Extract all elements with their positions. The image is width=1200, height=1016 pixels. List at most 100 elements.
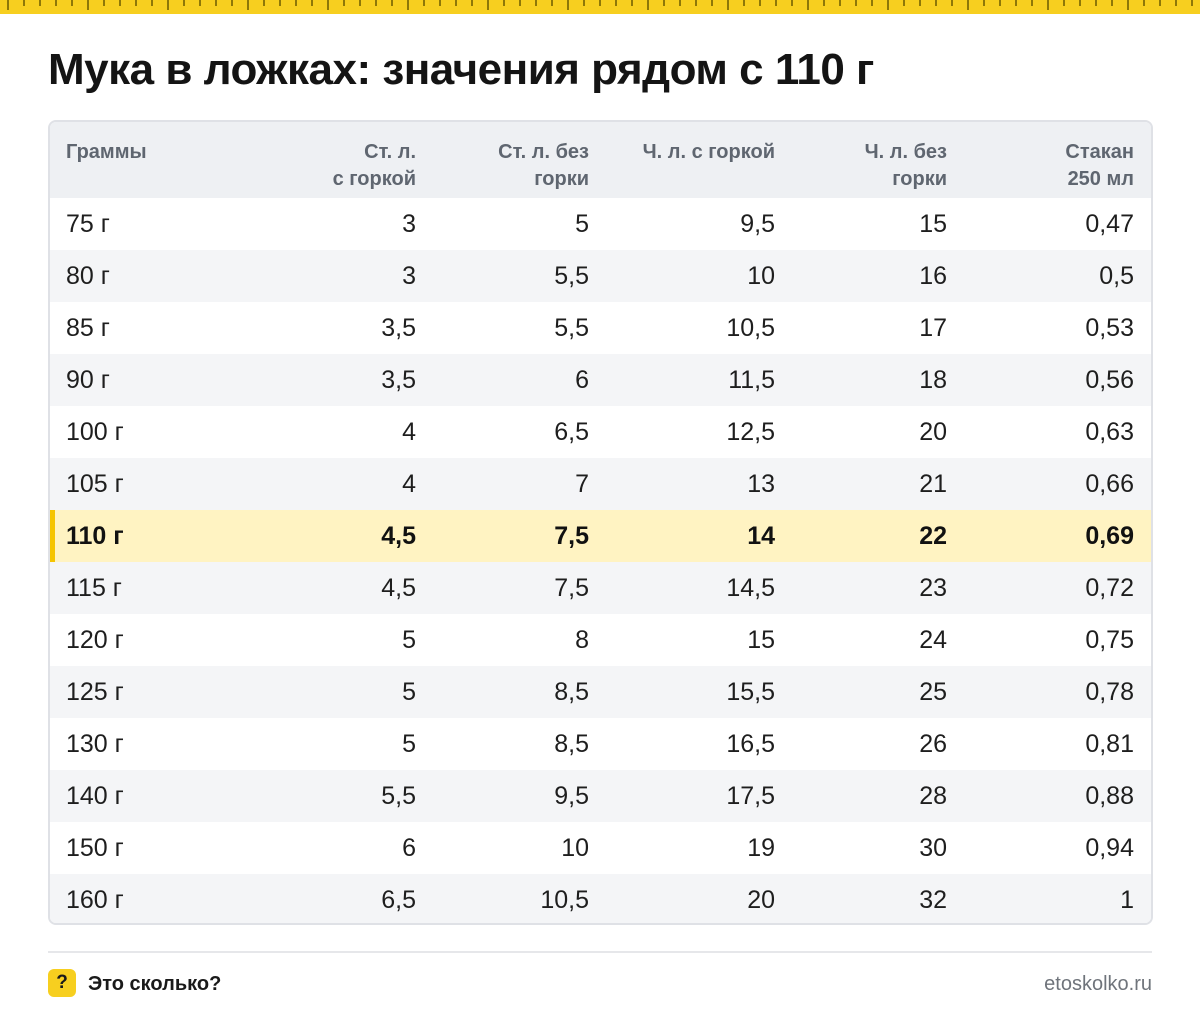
brand-name: Это сколько? [88,973,222,995]
cell-value: 6 [402,833,416,862]
cell-grams: 75 г [66,209,110,238]
header-line: Ст. л. без [498,141,589,163]
cell-value: 20 [919,417,947,446]
cell-value: 15 [919,209,947,238]
cell-value: 5 [402,625,416,654]
cell-grams: 105 г [66,469,124,498]
cell-value: 32 [919,885,947,914]
cell-value: 3 [402,209,416,238]
cell-value: 0,94 [1085,833,1134,862]
cell-value: 16 [919,261,947,290]
cell-value: 10 [747,261,775,290]
cell-grams: 85 г [66,313,110,342]
cell-value: 0,69 [1085,521,1134,550]
cell-value: 8,5 [554,677,589,706]
cell-value: 10,5 [540,885,589,914]
cell-value: 24 [919,625,947,654]
table-row: 115 г 4,5 7,5 14,5 23 0,72 [50,562,1151,614]
cell-grams: 150 г [66,833,124,862]
header-line: с горкой [332,168,416,190]
cell-grams: 130 г [66,729,124,758]
cell-value: 17 [919,313,947,342]
cell-value: 18 [919,365,947,394]
cell-value: 0,81 [1085,729,1134,758]
cell-value: 0,56 [1085,365,1134,394]
table-body: 75 г 3 5 9,5 15 0,47 80 г 3 5,5 10 16 0,5 85 г 3,5 5,5… [50,198,1151,923]
cell-value: 0,75 [1085,625,1134,654]
cell-value: 0,66 [1085,469,1134,498]
cell-value: 0,78 [1085,677,1134,706]
table-row-highlighted: 110 г 4,5 7,5 14 22 0,69 [50,510,1151,562]
cell-value: 14 [747,521,775,550]
conversion-table: Граммы Ст. л. с горкой Ст. л. без горки … [50,122,1151,923]
cell-value: 4,5 [381,521,416,550]
table-row: 140 г 5,5 9,5 17,5 28 0,88 [50,770,1151,822]
cell-value: 5,5 [554,261,589,290]
cell-value: 3 [402,261,416,290]
cell-value: 19 [747,833,775,862]
table-row: 85 г 3,5 5,5 10,5 17 0,53 [50,302,1151,354]
cell-grams: 125 г [66,677,124,706]
cell-value: 13 [747,469,775,498]
cell-value: 21 [919,469,947,498]
cell-value: 10,5 [726,313,775,342]
cell-value: 0,5 [1099,261,1134,290]
header-line: Стакан [1065,141,1134,163]
cell-value: 0,88 [1085,781,1134,810]
cell-value: 28 [919,781,947,810]
cell-value: 3,5 [381,365,416,394]
cell-value: 5 [402,729,416,758]
header-grams: Граммы [50,122,260,198]
header-line: Граммы [66,141,147,163]
table-row: 100 г 4 6,5 12,5 20 0,63 [50,406,1151,458]
ruler-decoration [0,0,1200,14]
cell-value: 17,5 [726,781,775,810]
cell-value: 9,5 [740,209,775,238]
cell-grams: 110 г [50,510,260,562]
table-row: 120 г 5 8 15 24 0,75 [50,614,1151,666]
header-line: горки [534,168,589,190]
table-row: 150 г 6 10 19 30 0,94 [50,822,1151,874]
table-header: Граммы Ст. л. с горкой Ст. л. без горки … [50,122,1151,198]
cell-grams: 140 г [66,781,124,810]
header-line: горки [892,168,947,190]
table-row: 80 г 3 5,5 10 16 0,5 [50,250,1151,302]
cell-value: 10 [561,833,589,862]
cell-grams: 80 г [66,261,110,290]
cell-value: 20 [747,885,775,914]
cell-value: 0,53 [1085,313,1134,342]
cell-value: 6,5 [554,417,589,446]
cell-value: 9,5 [554,781,589,810]
header-tbsp-level: Ст. л. без горки [433,122,606,198]
cell-grams: 115 г [66,573,122,602]
cell-grams: 90 г [66,365,110,394]
cell-value: 7 [575,469,589,498]
cell-value: 26 [919,729,947,758]
cell-grams: 120 г [66,625,124,654]
site-link[interactable]: etoskolko.ru [1044,973,1152,995]
table-row: 75 г 3 5 9,5 15 0,47 [50,198,1151,250]
cell-value: 7,5 [554,521,589,550]
header-row: Граммы Ст. л. с горкой Ст. л. без горки … [50,122,1151,198]
cell-value: 4 [402,469,416,498]
table-row: 90 г 3,5 6 11,5 18 0,56 [50,354,1151,406]
cell-value: 6 [575,365,589,394]
cell-value: 15,5 [726,677,775,706]
cell-value: 14,5 [726,573,775,602]
cell-value: 5,5 [554,313,589,342]
cell-value: 0,47 [1085,209,1134,238]
cell-value: 12,5 [726,417,775,446]
header-tsp-level: Ч. л. без горки [792,122,964,198]
cell-value: 5 [575,209,589,238]
page-title: Мука в ложках: значения рядом с 110 г [48,45,874,94]
cell-value: 11,5 [728,365,775,394]
cell-value: 5,5 [381,781,416,810]
table-row: 105 г 4 7 13 21 0,66 [50,458,1151,510]
header-glass-250ml: Стакан 250 мл [964,122,1151,198]
cell-value: 8 [575,625,589,654]
cell-value: 1 [1120,885,1134,914]
cell-value: 0,72 [1085,573,1134,602]
conversion-table-card: Граммы Ст. л. с горкой Ст. л. без горки … [48,120,1153,925]
cell-value: 16,5 [726,729,775,758]
cell-value: 15 [747,625,775,654]
